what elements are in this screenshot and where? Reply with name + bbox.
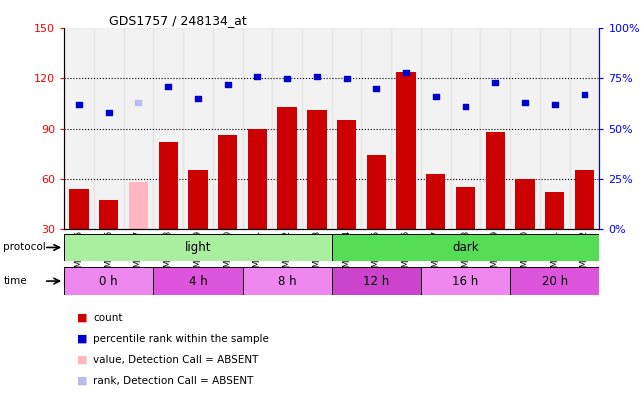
Point — [282, 75, 292, 82]
Text: time: time — [3, 276, 27, 286]
Text: ■: ■ — [77, 355, 87, 365]
Point — [460, 103, 470, 110]
Bar — [94, 28, 124, 229]
Bar — [367, 155, 386, 279]
Bar — [124, 28, 153, 229]
Bar — [153, 28, 183, 229]
Text: dark: dark — [452, 241, 479, 254]
Bar — [456, 187, 475, 279]
Bar — [183, 28, 213, 229]
Bar — [545, 192, 564, 279]
Point — [253, 73, 263, 80]
Bar — [540, 28, 570, 229]
Text: 20 h: 20 h — [542, 275, 568, 288]
Point — [74, 101, 84, 108]
Bar — [486, 132, 505, 279]
Bar — [337, 120, 356, 279]
Point — [193, 95, 203, 102]
Bar — [332, 267, 421, 295]
Point — [312, 73, 322, 80]
Text: protocol: protocol — [3, 243, 46, 252]
Text: ■: ■ — [77, 334, 87, 344]
Bar — [332, 234, 599, 261]
Bar — [99, 200, 119, 279]
Text: count: count — [93, 313, 122, 323]
Bar — [362, 28, 391, 229]
Point — [431, 93, 441, 100]
Point — [342, 75, 352, 82]
Point — [579, 91, 590, 98]
Bar — [242, 28, 272, 229]
Bar — [188, 171, 208, 279]
Text: ■: ■ — [77, 313, 87, 323]
Bar — [421, 267, 510, 295]
Bar — [515, 179, 535, 279]
Text: value, Detection Call = ABSENT: value, Detection Call = ABSENT — [93, 355, 258, 365]
Text: 4 h: 4 h — [188, 275, 207, 288]
Bar — [64, 28, 94, 229]
Bar — [153, 267, 242, 295]
Bar — [396, 72, 416, 279]
Bar — [510, 28, 540, 229]
Point — [520, 99, 530, 106]
Bar — [307, 110, 326, 279]
Text: rank, Detection Call = ABSENT: rank, Detection Call = ABSENT — [93, 376, 253, 386]
Bar — [272, 28, 302, 229]
Point — [163, 83, 173, 90]
Bar — [69, 189, 88, 279]
Bar — [242, 267, 332, 295]
Bar — [218, 135, 237, 279]
Text: 8 h: 8 h — [278, 275, 296, 288]
Point — [222, 81, 233, 88]
Bar — [451, 28, 480, 229]
Bar — [213, 28, 242, 229]
Point — [371, 85, 381, 92]
Point — [401, 69, 411, 76]
Bar — [278, 107, 297, 279]
Bar — [158, 142, 178, 279]
Bar — [421, 28, 451, 229]
Bar — [391, 28, 421, 229]
Bar — [510, 267, 599, 295]
Bar — [64, 267, 153, 295]
Text: percentile rank within the sample: percentile rank within the sample — [93, 334, 269, 344]
Point — [104, 109, 114, 116]
Point — [549, 101, 560, 108]
Bar — [129, 182, 148, 279]
Bar — [570, 28, 599, 229]
Text: 16 h: 16 h — [453, 275, 479, 288]
Text: 0 h: 0 h — [99, 275, 118, 288]
Bar — [302, 28, 332, 229]
Bar — [332, 28, 362, 229]
Bar — [64, 234, 332, 261]
Text: 12 h: 12 h — [363, 275, 390, 288]
Text: GDS1757 / 248134_at: GDS1757 / 248134_at — [109, 14, 247, 27]
Bar — [575, 171, 594, 279]
Text: light: light — [185, 241, 211, 254]
Point — [133, 99, 144, 106]
Bar — [426, 174, 445, 279]
Bar — [247, 129, 267, 279]
Text: ■: ■ — [77, 376, 87, 386]
Bar — [480, 28, 510, 229]
Point — [490, 79, 501, 86]
